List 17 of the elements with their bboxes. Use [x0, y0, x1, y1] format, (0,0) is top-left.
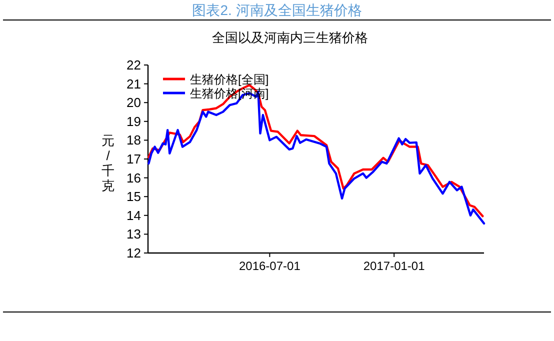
y-tick-label: 18 [126, 132, 141, 148]
y-tick-label: 14 [126, 208, 141, 223]
y-tick-label: 15 [126, 189, 141, 204]
x-tick-label: 2017-01-01 [363, 259, 426, 273]
y-tick-label: 13 [126, 226, 141, 242]
y-tick-label: 20 [126, 95, 141, 110]
y-tick-label: 16 [126, 170, 141, 186]
chart-subtitle: 全国以及河南内三生猪价格 [212, 30, 368, 45]
y-tick-label: 19 [126, 114, 141, 129]
y-tick-label: 21 [126, 76, 141, 92]
y-axis-title: 元/千克 [102, 133, 114, 193]
y-tick-label: 17 [126, 152, 141, 166]
y-tick-label: 12 [126, 246, 141, 260]
legend-label: 生猪价格[全国] [190, 72, 269, 86]
x-tick-label: 2016-07-01 [238, 259, 301, 273]
y-tick-label: 22 [126, 58, 141, 72]
chart-title: 图表2. 河南及全国生猪价格 [192, 2, 362, 18]
